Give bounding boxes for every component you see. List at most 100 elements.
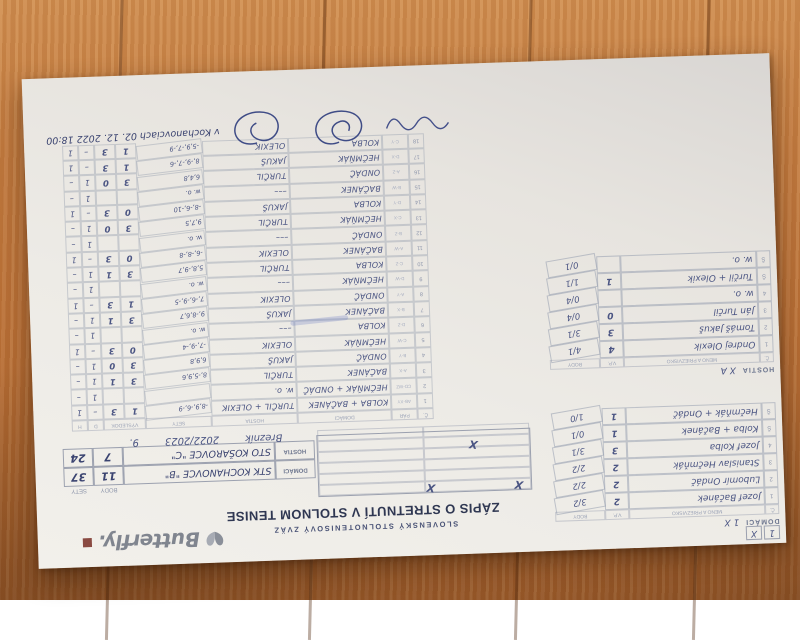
match-number: 13: [410, 209, 427, 226]
match-point-home: 1: [81, 236, 98, 252]
match-number: 15: [409, 178, 426, 195]
match-result-guest: 1: [102, 372, 124, 389]
match-guest-player: TURČIL: [202, 168, 290, 187]
match-guest-player: w. o.: [210, 382, 297, 401]
guest-roster-mark: X A: [720, 364, 736, 376]
player-number: 4: [762, 436, 778, 454]
match-result-guest: 3: [94, 158, 117, 175]
match-result-home: 0: [117, 204, 139, 221]
match-number: 12: [411, 224, 428, 241]
match-point-home: –: [78, 159, 96, 176]
match-point-guest: –: [67, 313, 85, 329]
legend-x-mark: X: [513, 477, 524, 492]
match-number: 4: [415, 346, 432, 363]
match-guest-player: JAKUŠ: [204, 198, 291, 218]
match-code: CD-WZ: [390, 378, 417, 395]
match-code: B-Z: [385, 225, 412, 242]
match-result-home: 3: [122, 372, 145, 389]
match-point-home: –: [78, 144, 95, 161]
match-result-home: 1: [120, 295, 142, 312]
match-code: AB-XY: [390, 393, 418, 410]
match-result-home: 3: [122, 356, 144, 373]
player-points: 2: [603, 458, 628, 477]
player-number: 3: [763, 453, 778, 471]
match-point-guest: –: [70, 389, 88, 406]
player-points: 3: [602, 441, 628, 460]
match-result-guest: [100, 327, 122, 344]
butterfly-wordmark: Butterfly.: [98, 527, 201, 555]
match-point-home: –: [81, 251, 99, 268]
match-result-guest: 1: [98, 265, 120, 282]
match-point-home: 1: [79, 174, 96, 191]
player-points: 4: [599, 340, 624, 359]
player-number: 4: [757, 284, 772, 302]
doubles-points: 1: [596, 272, 622, 291]
match-result-guest: 3: [100, 342, 123, 359]
match-result-home: 3: [117, 219, 140, 236]
player-points: 3: [598, 323, 624, 342]
match-guest-player: JAKUŠ: [207, 305, 295, 325]
match-number: 6: [414, 316, 431, 333]
match-guest-player: JAKUŠ: [202, 152, 289, 172]
match-point-guest: –: [69, 358, 87, 375]
home-roster-box: DOMÁCI 1 X Č. MENO A PRIEZVISKO V.P. BOD…: [540, 402, 780, 535]
match-point-home: 1: [83, 312, 101, 329]
match-number: 16: [408, 163, 426, 180]
roster-col-vp: V.P.: [605, 509, 630, 521]
doubles-points: 1: [601, 407, 627, 426]
match-result-guest: 3: [96, 204, 118, 221]
player-number: 3: [757, 301, 773, 319]
match-point-guest: 1: [62, 160, 80, 177]
player-points: 2: [603, 475, 629, 494]
match-point-guest: –: [65, 236, 82, 253]
team-sets-score: 24: [62, 447, 94, 468]
player-number: 1: [759, 335, 774, 353]
match-result-home: 0: [121, 341, 144, 358]
match-point-home: –: [80, 205, 97, 222]
match-point-guest: –: [70, 374, 87, 391]
match-result-home: 0: [118, 249, 141, 266]
match-number: 1: [416, 392, 434, 409]
match-code: A-X: [389, 362, 417, 379]
match-number: 7: [413, 301, 431, 317]
player-points: 0: [597, 306, 623, 325]
match-point-home: 1: [86, 388, 104, 405]
grid-col-no: Č.: [417, 408, 434, 420]
match-number: 3: [415, 362, 433, 379]
match-guest-player: OLEXIK: [207, 290, 294, 309]
match-code: C-Z: [386, 255, 413, 272]
teams-body-header: BODY: [100, 486, 118, 493]
match-result-home: [118, 234, 140, 251]
match-code: D-W: [386, 271, 414, 288]
match-point-guest: 1: [67, 297, 84, 314]
team-sets-score: 37: [63, 466, 94, 487]
match-result-guest: [95, 189, 118, 206]
match-guest-player: TURČIL: [206, 259, 293, 279]
match-point-guest: 1: [71, 404, 88, 421]
roster-col-vp: V.P.: [599, 357, 625, 369]
match-result-guest: 3: [97, 250, 120, 267]
match-result-home: [121, 326, 143, 343]
match-result-guest: [98, 281, 121, 298]
match-code: D-Z: [388, 316, 415, 334]
signature-scribble: [385, 116, 450, 131]
match-point-guest: 1: [62, 144, 79, 161]
roster-col-no: Č.: [764, 504, 780, 515]
doubles-label: Š: [756, 250, 771, 268]
match-code: B-Y: [389, 347, 416, 364]
match-result-guest: 0: [101, 357, 123, 374]
match-number: 14: [409, 194, 427, 210]
butterfly-logo: Butterfly.: [82, 526, 226, 555]
match-result-home: 3: [116, 173, 138, 190]
signature-circle-guest: [234, 111, 279, 145]
official-name: Brezník: [244, 431, 283, 444]
match-guest-player: OLEXIK: [208, 336, 296, 355]
grid-col-point-guest: H: [71, 420, 88, 432]
match-point-home: 1: [82, 266, 99, 283]
match-number: 8: [413, 285, 430, 302]
team-body-score: 11: [93, 465, 124, 486]
match-guest-player: TURČIL + OLEXIK: [211, 397, 298, 416]
match-point-home: –: [87, 404, 104, 421]
match-result-home: 1: [124, 402, 146, 419]
doubles-label: Š: [756, 267, 772, 285]
